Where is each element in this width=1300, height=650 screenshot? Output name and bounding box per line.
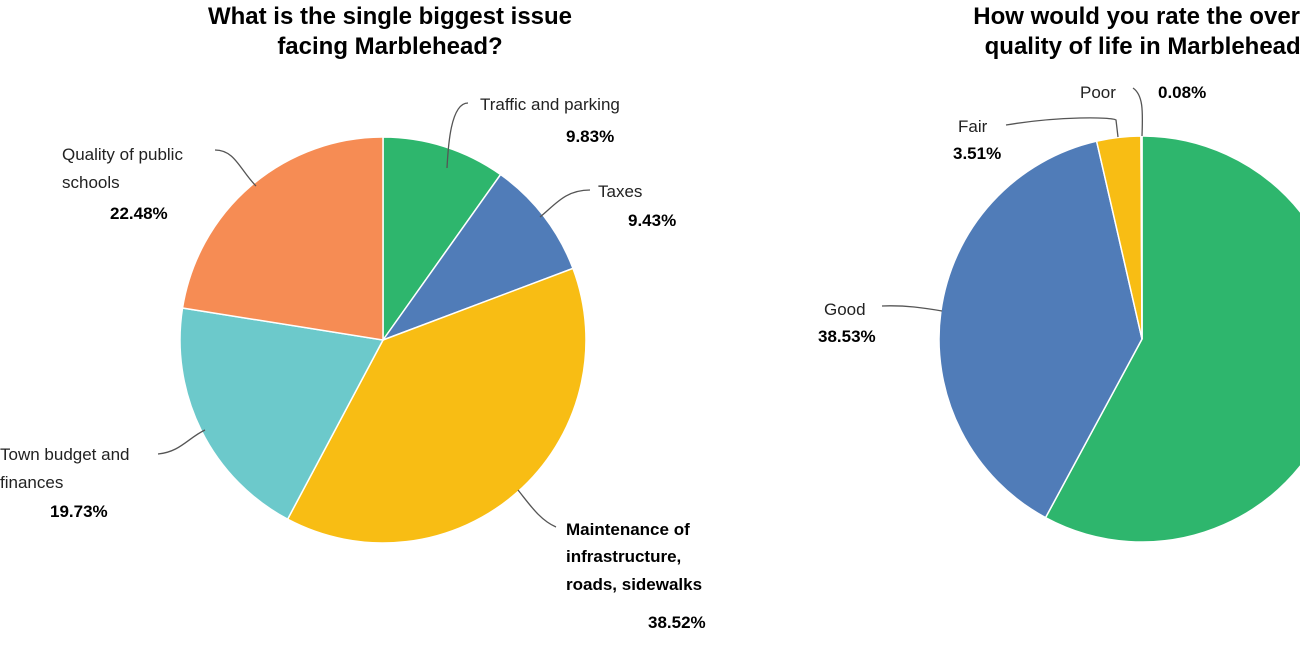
label-taxes-leader-line	[539, 189, 591, 218]
label-taxes-percent: 9.43%	[628, 211, 676, 230]
label-poor-name-line-1: Poor	[1080, 83, 1116, 102]
label-maintenance-of-infrastructure-roads-sidewalks-leader-line	[517, 489, 557, 528]
pie-slice-good	[938, 140, 1143, 519]
label-quality-of-public-schools-name-line-1: Quality of public	[62, 145, 183, 164]
label-quality-of-public-schools-name-line-2: schools	[62, 173, 120, 192]
chart-2-title-line-1: How would you rate the overall	[973, 3, 1300, 30]
pie-chart-quality-of-life	[938, 135, 1300, 543]
label-good-leader-line	[881, 305, 943, 312]
pie-slice-quality-of-public-schools	[181, 136, 384, 341]
label-poor-leader-line	[1132, 87, 1144, 137]
pie-slice-maintenance-of-infrastructure-roads-sidewalks	[286, 267, 587, 544]
label-traffic-and-parking-name-line-1: Traffic and parking	[480, 95, 620, 114]
label-traffic-and-parking-leader-line	[446, 102, 469, 169]
label-fair-percent: 3.51%	[953, 144, 1001, 163]
label-town-budget-and-finances-name-line-2: finances	[0, 473, 63, 492]
label-fair-leader-line	[1005, 117, 1119, 138]
pie-slice-poor	[1140, 135, 1143, 340]
label-traffic-and-parking-percent: 9.83%	[566, 127, 614, 146]
label-maintenance-of-infrastructure-roads-sidewalks-name-line-3: roads, sidewalks	[566, 575, 702, 594]
label-town-budget-and-finances-percent: 19.73%	[50, 502, 108, 521]
pie-slice-traffic-and-parking	[382, 136, 502, 343]
label-poor-percent: 0.08%	[1158, 83, 1206, 102]
slice-labels: Traffic and parking 9.83% Taxes 9.43% Mainte…	[0, 83, 1206, 632]
label-maintenance-of-infrastructure-roads-sidewalks-percent: 38.52%	[648, 613, 706, 632]
label-maintenance-of-infrastructure-roads-sidewalks-name-line-2: infrastructure,	[566, 547, 681, 566]
chart-1-title-line-2: facing Marblehead?	[277, 33, 503, 60]
label-good-percent: 38.53%	[818, 327, 876, 346]
label-fair-name-line-1: Fair	[958, 117, 988, 136]
label-quality-of-public-schools-leader-line	[214, 149, 257, 187]
label-quality-of-public-schools-percent: 22.48%	[110, 204, 168, 223]
label-maintenance-of-infrastructure-roads-sidewalks-name-line-1: Maintenance of	[566, 520, 690, 539]
chart-2-title: How would you rate the overall quality o…	[890, 2, 1300, 62]
chart-1-title: What is the single biggest issue facing …	[140, 2, 640, 62]
pie-chart-biggest-issue	[179, 136, 587, 544]
pie-slice-excellent	[1044, 135, 1300, 543]
chart-1-title-line-1: What is the single biggest issue	[207, 3, 573, 30]
label-good-name-line-1: Good	[824, 300, 866, 319]
pie-slice-town-budget-and-finances	[179, 307, 385, 521]
chart-2-title-line-2: quality of life in Marblehead?	[984, 33, 1300, 60]
label-town-budget-and-finances-name-line-1: Town budget and	[0, 445, 130, 464]
label-taxes-name-line-1: Taxes	[598, 182, 642, 201]
pie-slice-taxes	[380, 173, 574, 342]
label-town-budget-and-finances-leader-line	[157, 429, 206, 455]
